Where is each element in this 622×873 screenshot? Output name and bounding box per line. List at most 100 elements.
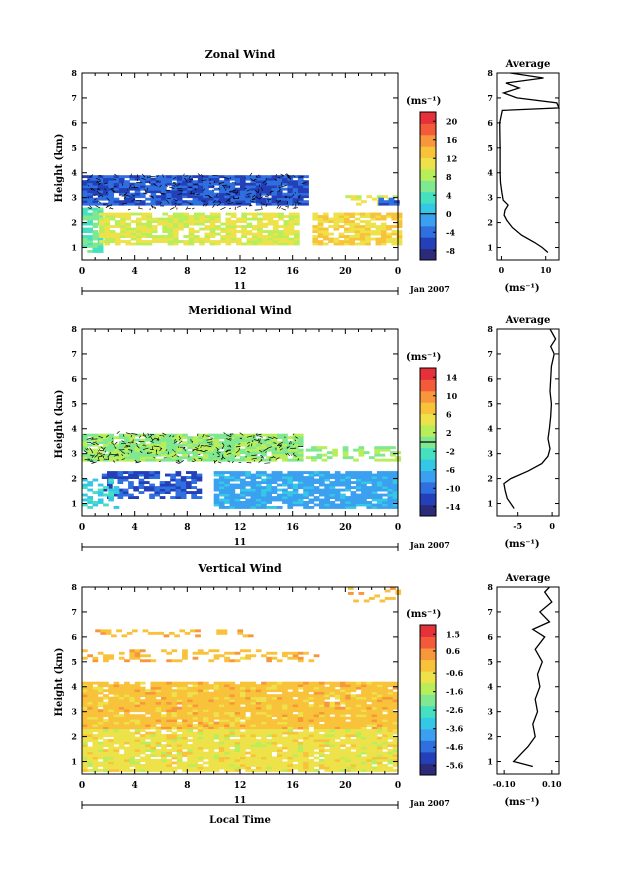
heatmap-cell — [292, 759, 299, 762]
heatmap-cell — [380, 242, 387, 246]
heatmap-cell — [113, 724, 120, 727]
contour-segment — [299, 176, 304, 178]
heatmap-cell — [225, 212, 232, 216]
heatmap-cell — [297, 741, 304, 745]
heatmap-cell — [192, 443, 199, 447]
heatmap-cell — [355, 709, 362, 713]
heatmap-cell — [143, 481, 150, 484]
heatmap-cell — [218, 443, 225, 447]
heatmap-cell — [376, 724, 383, 727]
heatmap-cell — [145, 721, 151, 725]
heatmap-cell — [124, 706, 130, 710]
heatmap-cell — [287, 175, 294, 179]
contour-segment — [150, 205, 154, 209]
heatmap-cell — [129, 438, 136, 442]
heatmap-cell — [366, 769, 373, 772]
heatmap-cell — [182, 202, 188, 206]
heatmap-cell — [157, 235, 163, 238]
heatmap-cell — [234, 493, 241, 497]
heatmap-cell — [261, 180, 267, 184]
heatmap-cell — [387, 709, 394, 713]
heatmap-cell — [92, 706, 99, 710]
heatmap-cell — [355, 696, 362, 700]
heatmap-cell — [261, 696, 267, 700]
heatmap-cell — [182, 746, 188, 750]
heatmap-cell — [124, 704, 130, 708]
heatmap-cell — [118, 706, 125, 710]
heatmap-cell — [229, 501, 236, 504]
heatmap-cell — [282, 731, 288, 735]
heatmap-cell — [224, 200, 230, 204]
heatmap-cell — [151, 225, 158, 228]
heatmap-cell — [340, 496, 346, 499]
heatmap-cell — [193, 240, 200, 243]
contour-segment — [139, 450, 143, 454]
heatmap-cell — [101, 473, 108, 477]
heatmap-cell — [340, 744, 346, 747]
contour-segment — [174, 202, 177, 205]
heatmap-cell — [382, 483, 388, 487]
contour-segment — [264, 462, 271, 464]
heatmap-cell — [218, 696, 225, 700]
heatmap-cell — [203, 706, 209, 710]
heatmap-cell — [183, 212, 190, 216]
heatmap-cell — [311, 458, 317, 462]
heatmap-cell — [387, 503, 394, 507]
contour-segment — [159, 192, 165, 195]
heatmap-cell — [197, 749, 204, 752]
heatmap-cell — [350, 195, 357, 199]
heatmap-cell — [276, 686, 283, 690]
heatmap-cell — [297, 769, 304, 772]
heatmap-cell — [266, 200, 272, 204]
heatmap-cell — [197, 699, 204, 703]
heatmap-cell — [282, 182, 288, 186]
heatmap-cell — [376, 701, 383, 705]
heatmap-cell — [224, 711, 230, 715]
heatmap-cell — [171, 714, 178, 718]
heatmap-cell — [197, 686, 204, 690]
heatmap-cell — [171, 766, 178, 770]
heatmap-cell — [162, 222, 168, 226]
heatmap-cell — [183, 215, 190, 218]
heatmap-cell — [371, 744, 378, 747]
heatmap-cell — [234, 476, 241, 479]
heatmap-cell — [224, 175, 230, 179]
heatmap-cell — [245, 498, 251, 502]
heatmap-cell — [139, 719, 146, 722]
colorbar-tick-label: 12 — [446, 153, 457, 163]
heatmap-cell — [350, 496, 357, 499]
heatmap-cell — [229, 759, 236, 762]
heatmap-cell — [92, 190, 99, 194]
colorbar-tick-label: 0 — [446, 209, 452, 219]
heatmap-cell — [276, 719, 283, 722]
heatmap-cell — [150, 751, 157, 755]
heatmap-cell — [208, 197, 215, 201]
avg-y-tick-label: 5 — [487, 399, 493, 409]
heatmap-cell — [176, 689, 183, 693]
heatmap-cell — [113, 197, 120, 201]
heatmap-cell — [218, 182, 225, 186]
heatmap-cell — [384, 448, 391, 452]
heatmap-cell — [344, 220, 350, 223]
heatmap-cell — [292, 446, 299, 450]
heatmap-cell — [350, 721, 357, 725]
heatmap-cell — [114, 220, 121, 223]
heatmap-cell — [187, 438, 193, 442]
heatmap-cell — [229, 739, 236, 742]
heatmap-cell — [166, 764, 172, 767]
heatmap-cell — [234, 704, 241, 708]
heatmap-cell — [261, 731, 267, 735]
heatmap-cell — [287, 202, 294, 206]
contour-segment — [162, 174, 164, 178]
heatmap-cell — [215, 217, 221, 221]
heatmap-cell — [250, 446, 257, 450]
heatmap-cell — [240, 739, 246, 742]
heatmap-cell — [139, 756, 146, 760]
heatmap-cell — [282, 175, 288, 179]
heatmap-cell — [234, 486, 241, 489]
heatmap-cell — [287, 751, 294, 755]
heatmap-cell — [303, 686, 309, 690]
heatmap-cell — [340, 751, 346, 755]
heatmap-cell — [350, 706, 357, 710]
